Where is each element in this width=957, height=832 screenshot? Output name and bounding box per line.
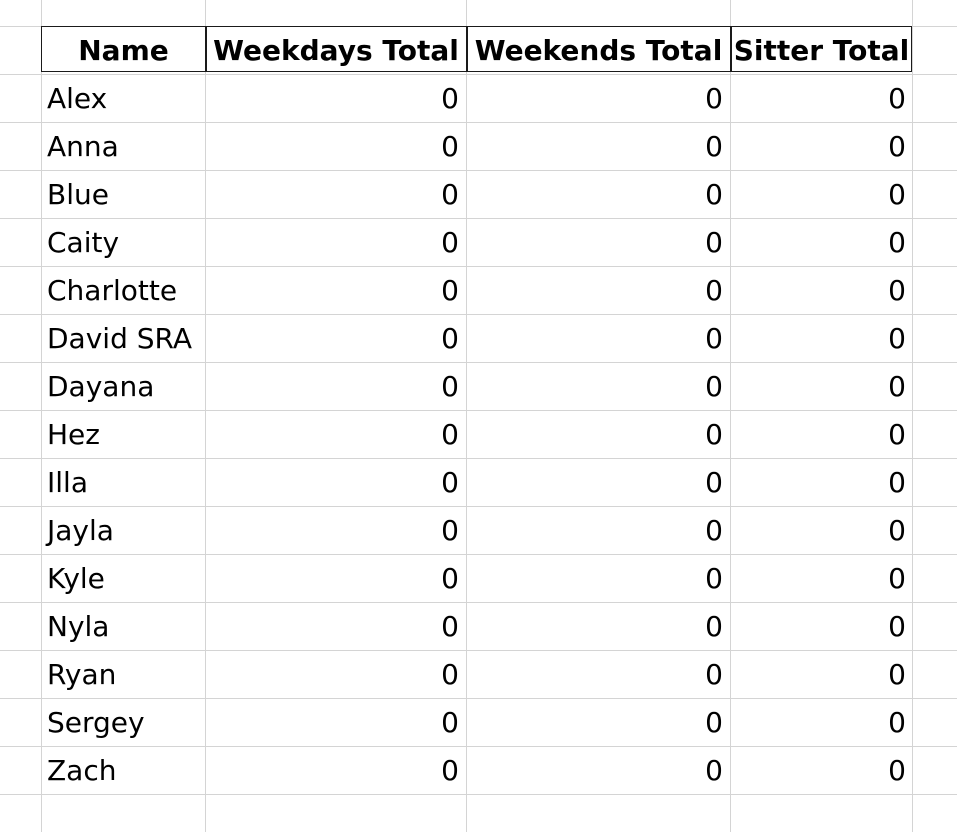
- gridline-horizontal: [0, 410, 957, 411]
- cell-weekends-total[interactable]: 0: [705, 418, 723, 451]
- cell-weekdays-total[interactable]: 0: [441, 82, 459, 115]
- gridline-horizontal: [0, 266, 957, 267]
- gridline-horizontal: [0, 314, 957, 315]
- cell-sitter-total[interactable]: 0: [888, 274, 906, 307]
- cell-weekdays-total[interactable]: 0: [441, 274, 459, 307]
- cell-sitter-total[interactable]: 0: [888, 562, 906, 595]
- cell-weekdays-total[interactable]: 0: [441, 658, 459, 691]
- cell-sitter-total[interactable]: 0: [888, 82, 906, 115]
- header-separator: [466, 26, 468, 72]
- gridline-horizontal: [0, 170, 957, 171]
- gridline-vertical: [466, 0, 467, 832]
- header-cell-name[interactable]: Name: [78, 34, 169, 67]
- cell-name[interactable]: Sergey: [47, 706, 145, 739]
- gridline-vertical: [730, 0, 731, 832]
- cell-name[interactable]: Zach: [47, 754, 117, 787]
- gridline-horizontal: [0, 506, 957, 507]
- cell-weekdays-total[interactable]: 0: [441, 130, 459, 163]
- cell-weekends-total[interactable]: 0: [705, 370, 723, 403]
- cell-weekdays-total[interactable]: 0: [441, 178, 459, 211]
- gridline-horizontal: [0, 74, 957, 75]
- gridline-horizontal: [0, 698, 957, 699]
- header-separator: [730, 26, 732, 72]
- cell-sitter-total[interactable]: 0: [888, 370, 906, 403]
- cell-name[interactable]: Jayla: [47, 514, 114, 547]
- gridline-horizontal: [0, 218, 957, 219]
- cell-weekends-total[interactable]: 0: [705, 610, 723, 643]
- cell-name[interactable]: Hez: [47, 418, 100, 451]
- cell-sitter-total[interactable]: 0: [888, 322, 906, 355]
- cell-weekends-total[interactable]: 0: [705, 706, 723, 739]
- cell-weekends-total[interactable]: 0: [705, 322, 723, 355]
- cell-name[interactable]: David SRA: [47, 322, 192, 355]
- cell-weekends-total[interactable]: 0: [705, 178, 723, 211]
- header-separator: [205, 26, 207, 72]
- cell-weekends-total[interactable]: 0: [705, 514, 723, 547]
- gridline-horizontal: [0, 122, 957, 123]
- cell-weekends-total[interactable]: 0: [705, 82, 723, 115]
- header-cell-sitter-total[interactable]: Sitter Total: [733, 34, 910, 67]
- cell-weekdays-total[interactable]: 0: [441, 466, 459, 499]
- cell-weekdays-total[interactable]: 0: [441, 514, 459, 547]
- cell-weekends-total[interactable]: 0: [705, 274, 723, 307]
- cell-weekdays-total[interactable]: 0: [441, 562, 459, 595]
- gridline-horizontal: [0, 554, 957, 555]
- cell-name[interactable]: Kyle: [47, 562, 105, 595]
- cell-weekdays-total[interactable]: 0: [441, 754, 459, 787]
- cell-name[interactable]: Illa: [47, 466, 88, 499]
- cell-weekdays-total[interactable]: 0: [441, 322, 459, 355]
- gridline-vertical: [205, 0, 206, 832]
- header-cell-weekdays-total[interactable]: Weekdays Total: [213, 34, 459, 67]
- cell-name[interactable]: Blue: [47, 178, 109, 211]
- cell-weekdays-total[interactable]: 0: [441, 610, 459, 643]
- gridline-vertical: [912, 0, 913, 832]
- gridline-horizontal: [0, 602, 957, 603]
- cell-sitter-total[interactable]: 0: [888, 130, 906, 163]
- cell-name[interactable]: Alex: [47, 82, 108, 115]
- gridline-horizontal: [0, 362, 957, 363]
- cell-weekends-total[interactable]: 0: [705, 466, 723, 499]
- gridline-horizontal: [0, 458, 957, 459]
- cell-weekdays-total[interactable]: 0: [441, 418, 459, 451]
- cell-sitter-total[interactable]: 0: [888, 178, 906, 211]
- gridline-horizontal: [0, 794, 957, 795]
- cell-weekends-total[interactable]: 0: [705, 130, 723, 163]
- cell-name[interactable]: Anna: [47, 130, 119, 163]
- cell-sitter-total[interactable]: 0: [888, 514, 906, 547]
- cell-weekends-total[interactable]: 0: [705, 562, 723, 595]
- gridline-horizontal: [0, 746, 957, 747]
- cell-weekdays-total[interactable]: 0: [441, 706, 459, 739]
- cell-weekdays-total[interactable]: 0: [441, 226, 459, 259]
- cell-name[interactable]: Ryan: [47, 658, 117, 691]
- cell-weekends-total[interactable]: 0: [705, 658, 723, 691]
- cell-sitter-total[interactable]: 0: [888, 466, 906, 499]
- cell-name[interactable]: Charlotte: [47, 274, 178, 307]
- gridline-vertical: [41, 0, 42, 832]
- cell-weekends-total[interactable]: 0: [705, 754, 723, 787]
- header-cell-weekends-total[interactable]: Weekends Total: [474, 34, 723, 67]
- cell-weekends-total[interactable]: 0: [705, 226, 723, 259]
- cell-sitter-total[interactable]: 0: [888, 418, 906, 451]
- cell-sitter-total[interactable]: 0: [888, 754, 906, 787]
- cell-name[interactable]: Nyla: [47, 610, 110, 643]
- cell-name[interactable]: Caity: [47, 226, 120, 259]
- gridline-horizontal: [0, 650, 957, 651]
- cell-sitter-total[interactable]: 0: [888, 658, 906, 691]
- cell-sitter-total[interactable]: 0: [888, 610, 906, 643]
- cell-sitter-total[interactable]: 0: [888, 226, 906, 259]
- cell-name[interactable]: Dayana: [47, 370, 155, 403]
- cell-sitter-total[interactable]: 0: [888, 706, 906, 739]
- cell-weekdays-total[interactable]: 0: [441, 370, 459, 403]
